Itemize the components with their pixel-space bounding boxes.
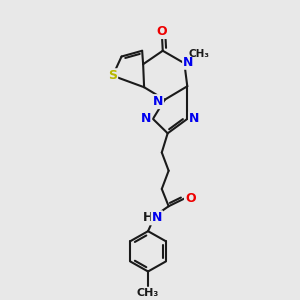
Text: CH₃: CH₃ — [137, 288, 159, 298]
Text: H: H — [143, 211, 153, 224]
Text: N: N — [141, 112, 151, 125]
Text: N: N — [153, 95, 163, 108]
Text: CH₃: CH₃ — [189, 49, 210, 58]
Text: S: S — [108, 69, 117, 82]
Text: N: N — [189, 112, 200, 125]
Text: N: N — [183, 56, 194, 69]
Text: N: N — [152, 211, 162, 224]
Text: O: O — [157, 25, 167, 38]
Text: O: O — [185, 192, 196, 205]
